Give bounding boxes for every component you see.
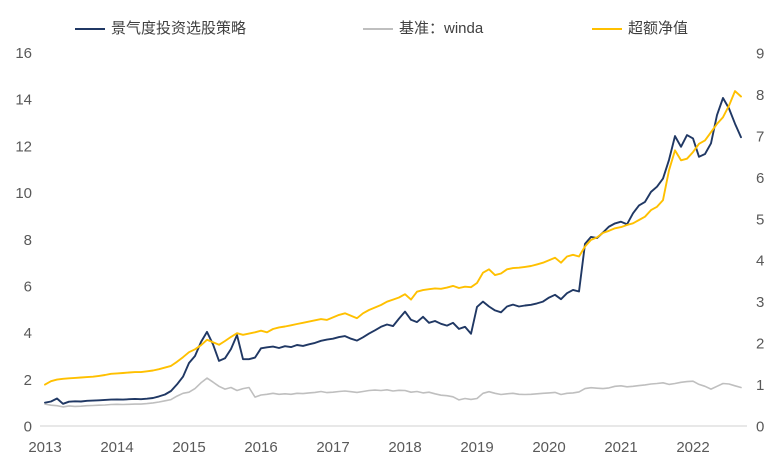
excess-line-swatch [592, 27, 622, 31]
left-axis-tick: 2 [24, 372, 32, 389]
right-axis-tick: 8 [756, 87, 764, 104]
legend-label-excess: 超额净值 [628, 20, 689, 37]
x-axis-tick: 2020 [532, 439, 565, 456]
left-axis-tick: 12 [15, 138, 32, 155]
right-axis-tick: 3 [756, 294, 764, 311]
legend-label-strategy: 景气度投资选股策略 [111, 20, 247, 37]
left-axis-tick: 4 [24, 325, 32, 342]
x-axis-tick: 2021 [604, 439, 637, 456]
legend-item-strategy: 景气度投资选股策略 [75, 20, 246, 38]
x-axis-tick: 2016 [244, 439, 277, 456]
x-axis-tick: 2014 [100, 439, 133, 456]
right-axis-tick: 6 [756, 170, 764, 187]
right-axis-tick: 0 [756, 419, 764, 436]
x-axis-tick: 2015 [172, 439, 205, 456]
chart-legend: 景气度投资选股策略 基准：winda 超额净值 [0, 0, 780, 40]
legend-item-excess: 超额净值 [592, 20, 688, 38]
x-axis-tick: 2013 [28, 439, 61, 456]
x-axis-tick: 2019 [460, 439, 493, 456]
left-axis-tick: 8 [24, 232, 32, 249]
x-axis-tick: 2018 [388, 439, 421, 456]
series-line-0 [44, 97, 742, 405]
series-line-1 [44, 377, 742, 408]
right-axis-tick: 2 [756, 336, 764, 353]
right-axis-tick: 9 [756, 46, 764, 63]
left-axis-tick: 10 [15, 185, 32, 202]
left-axis-tick: 14 [15, 92, 32, 109]
left-axis-tick: 16 [15, 45, 32, 62]
strategy-line-swatch [75, 27, 105, 31]
legend-label-benchmark: 基准：winda [399, 20, 484, 37]
right-axis-tick: 7 [756, 128, 764, 145]
legend-item-benchmark: 基准：winda [363, 20, 483, 38]
x-axis-tick: 2017 [316, 439, 349, 456]
right-axis-tick: 4 [756, 253, 764, 270]
series-line-2 [44, 90, 742, 386]
right-axis-tick: 5 [756, 211, 764, 228]
left-axis-tick: 6 [24, 278, 32, 295]
right-axis-tick: 1 [756, 377, 764, 394]
benchmark-line-swatch [363, 27, 393, 31]
left-axis-tick: 0 [24, 419, 32, 436]
x-axis-tick: 2022 [676, 439, 709, 456]
